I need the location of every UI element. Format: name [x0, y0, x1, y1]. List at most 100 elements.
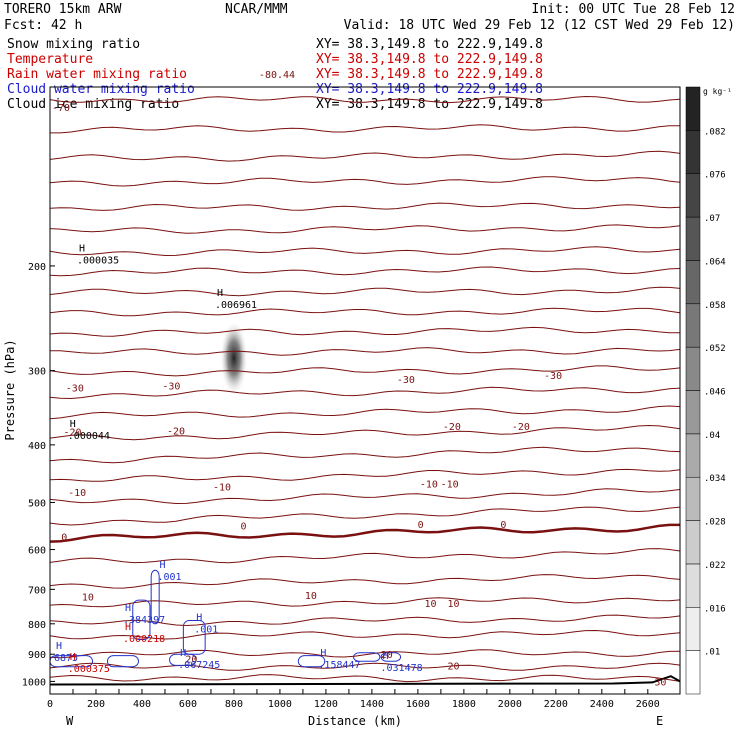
y-tick-label: 600 — [28, 546, 46, 557]
x-axis: 0 200 400 600 800 1000 1200 1400 1600 1800 2000 220… — [47, 689, 660, 710]
temperature-contour — [49, 224, 681, 234]
y-tick-label: 700 — [28, 585, 46, 596]
temperature-contour — [49, 446, 681, 464]
max-marker: H — [196, 613, 202, 624]
x-axis-label: Distance (km) — [308, 714, 402, 728]
y-tick-label: 300 — [28, 367, 46, 378]
x-tick-label: 2000 — [498, 699, 522, 710]
colorbar-label: .076 — [704, 171, 726, 181]
max-value-label: .158447 — [318, 660, 360, 671]
cloud-water-contours — [49, 569, 402, 668]
temperature-contour — [49, 405, 681, 420]
colorbar-label: .058 — [704, 301, 726, 311]
temperature-contour-label: 0 — [418, 520, 424, 531]
temperature-contour — [49, 574, 681, 589]
field-xs-endpoints: XY= 38.3,149.8 to 222.9,149.8 — [316, 37, 543, 52]
snow-plume — [219, 323, 248, 400]
x-tick-label: 400 — [133, 699, 151, 710]
x-tick-label: 600 — [179, 699, 197, 710]
x-tick-label: 2200 — [544, 699, 568, 710]
temperature-contour — [49, 488, 681, 505]
y-tick-label: 800 — [28, 620, 46, 631]
x-tick-label: 800 — [225, 699, 243, 710]
temperature-contour-label: -10 — [213, 482, 231, 493]
temperature-contour-label: -10 — [420, 480, 438, 491]
colorbar-label: .064 — [704, 257, 726, 267]
temperature-contour-label: 10 — [305, 591, 317, 602]
temperature-contour — [49, 95, 681, 104]
temperature-contour-label: 0 — [61, 532, 67, 543]
temperature-contour — [49, 614, 681, 627]
max-value-label: .001 — [194, 625, 218, 636]
temperature-contour-label: -70 — [52, 103, 70, 114]
colorbar-cell — [685, 173, 701, 218]
west-label: W — [66, 714, 74, 728]
x-tick-label: 1200 — [314, 699, 338, 710]
colorbar-cell — [685, 86, 701, 131]
field-xs-endpoints: XY= 38.3,149.8 to 222.9,149.8 — [316, 82, 543, 97]
x-tick-label: 1400 — [360, 699, 384, 710]
temperature-contour — [49, 468, 681, 482]
cloud-water-contour — [132, 599, 151, 640]
colorbar-label: .022 — [704, 561, 726, 571]
colorbar-cell — [685, 650, 701, 695]
temperature-contours — [49, 95, 681, 683]
colorbar-label: .04 — [704, 431, 720, 441]
colorbar-cell — [685, 433, 701, 478]
temperature-contour — [49, 326, 681, 337]
colorbar-cell — [685, 607, 701, 651]
plot-frame — [49, 86, 681, 695]
temperature-contour-label: -30 — [544, 371, 562, 382]
east-label: E — [656, 714, 663, 728]
max-marker: H — [79, 243, 85, 254]
temperature-contour-label: -20 — [63, 428, 81, 439]
temperature-contour-label: -10 — [441, 480, 459, 491]
temperature-contour — [49, 506, 681, 526]
colorbar-cell — [685, 563, 701, 608]
temperature-contour — [49, 597, 681, 608]
x-tick-label: 2600 — [636, 699, 660, 710]
max-marker: H — [70, 419, 76, 430]
temperature-contour — [49, 548, 681, 564]
temperature-contour-label: -20 — [512, 422, 530, 433]
temperature-contour — [49, 286, 681, 297]
y-tick-label: 1000 — [22, 677, 46, 688]
temperature-contour — [49, 629, 681, 640]
colorbar-label: .028 — [704, 518, 726, 528]
x-tick-label: 1600 — [406, 699, 430, 710]
max-value-label: .031478 — [380, 663, 422, 674]
contour-labels: -70-80.44-30 -30-30 -30-20 -20 -20 -20-10 -10-… — [52, 70, 666, 689]
y-axis: 200 300 400 500 600 700 800 900 1000 — [22, 262, 55, 688]
x-tick-label: 200 — [87, 699, 105, 710]
y-axis-label: Pressure (hPa) — [3, 339, 17, 440]
temperature-contour-label: -30 — [162, 382, 180, 393]
max-value-label: 6875 — [54, 653, 78, 664]
cloud-water-contour — [150, 569, 160, 625]
y-tick-label: 400 — [28, 441, 46, 452]
cloud-water-contour — [106, 655, 139, 668]
colorbar-cell — [685, 476, 701, 521]
max-marker: H — [125, 622, 131, 633]
temperature-contour-label: -20 — [167, 426, 185, 437]
colorbar-cell — [685, 390, 701, 435]
colorbar-label: .082 — [704, 127, 726, 137]
temperature-contour-label: 20 — [185, 654, 197, 665]
temperature-contour — [49, 202, 681, 211]
field-xs-endpoints: XY= 38.3,149.8 to 222.9,149.8 — [316, 97, 543, 112]
max-marker: H — [70, 652, 76, 663]
colorbar: .01 .016 .022 .028 .034 .04 .046 .052 .058 .064 .0… — [685, 86, 726, 695]
temperature-contour — [50, 124, 680, 134]
max-value-label: .000375 — [68, 664, 110, 675]
colorbar-label: .052 — [704, 344, 726, 354]
temperature-contour-label: 20 — [447, 661, 459, 672]
max-marker: H — [320, 648, 326, 659]
cloud-water-contour — [380, 652, 402, 662]
temperature-contour-label: -30 — [397, 375, 415, 386]
valid-time: Valid: 18 UTC Wed 29 Feb 12 (12 CST Wed … — [344, 18, 735, 33]
y-tick-label: 900 — [28, 650, 46, 661]
temperature-contour — [49, 176, 681, 187]
max-marker: H — [56, 641, 62, 652]
snow-shading — [219, 323, 248, 400]
